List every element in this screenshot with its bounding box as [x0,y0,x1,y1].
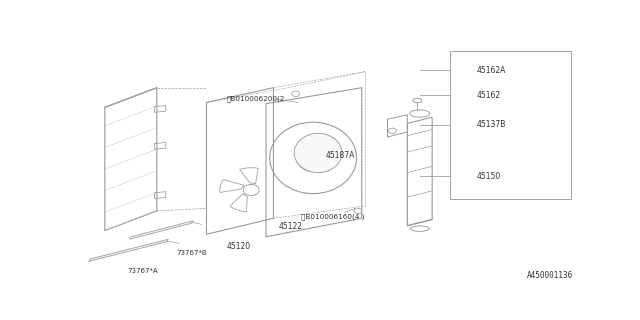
Text: 45122: 45122 [278,222,302,231]
Polygon shape [89,239,168,261]
Text: 45187A: 45187A [326,151,355,160]
Text: 45162: 45162 [477,91,501,100]
Text: ⒷB010006160(4 ): ⒷB010006160(4 ) [301,214,364,220]
Text: 45162A: 45162A [477,66,506,75]
Ellipse shape [294,133,342,172]
Text: 73767*B: 73767*B [177,250,207,256]
Polygon shape [129,221,193,239]
Text: A450001136: A450001136 [527,271,573,280]
Text: ⒷB010006200(2: ⒷB010006200(2 [227,95,285,102]
Text: 45137B: 45137B [477,120,506,129]
Text: 73767*A: 73767*A [127,268,157,274]
Bar [449,51,571,198]
Text: 45150: 45150 [477,172,501,181]
Text: 45120: 45120 [227,242,250,251]
